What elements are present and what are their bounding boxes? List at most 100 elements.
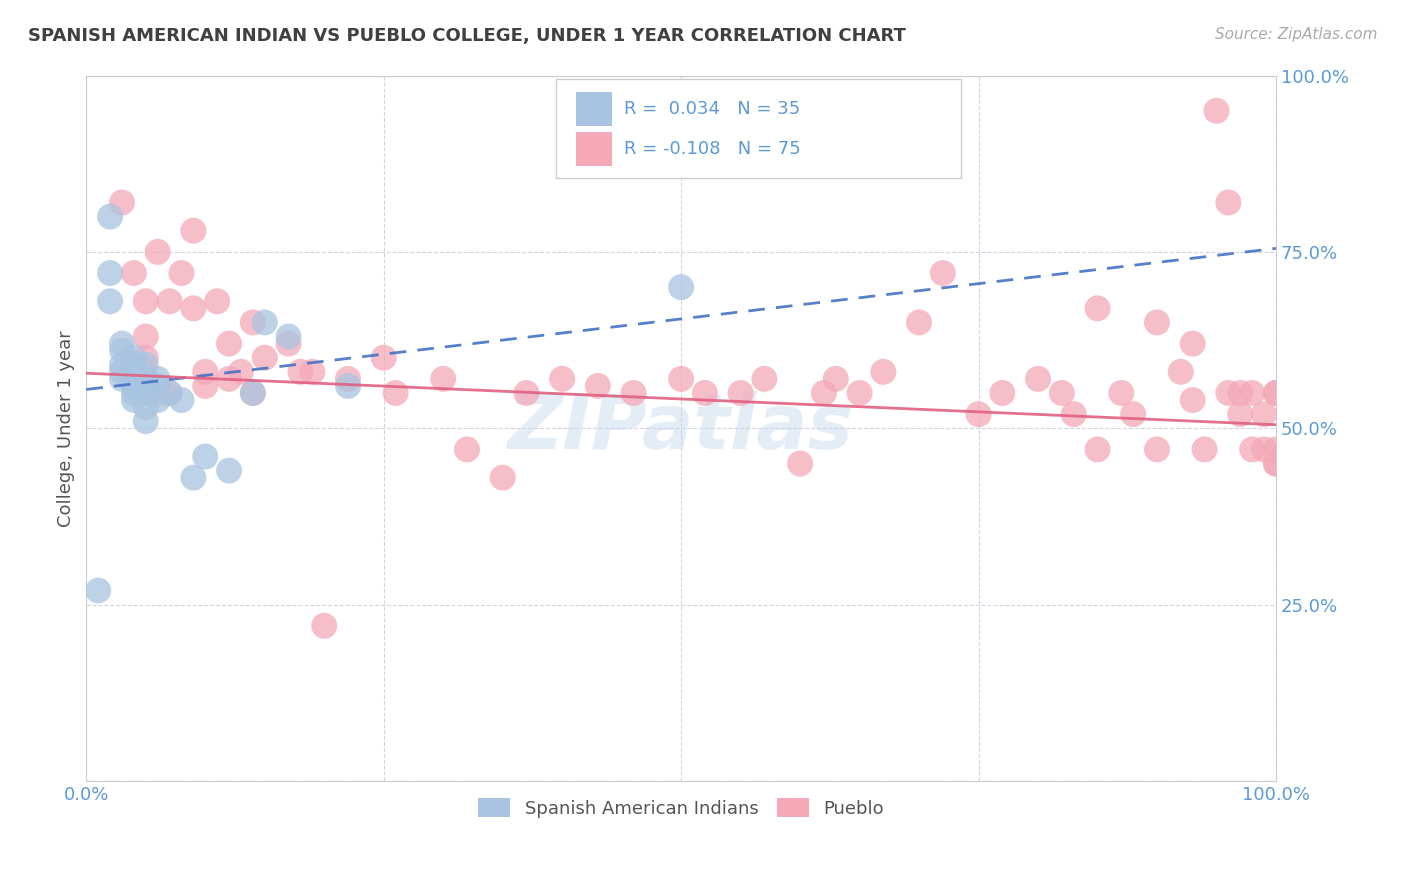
Point xyxy=(229,365,252,379)
Point xyxy=(122,372,145,386)
Point xyxy=(290,365,312,379)
Point xyxy=(1229,407,1251,421)
Point xyxy=(146,392,169,407)
Point xyxy=(135,372,157,386)
Point xyxy=(848,386,870,401)
Point xyxy=(967,407,990,421)
Point xyxy=(1146,442,1168,457)
Point xyxy=(301,365,323,379)
Point xyxy=(730,386,752,401)
Point xyxy=(669,280,692,294)
Point xyxy=(908,315,931,329)
Point xyxy=(1170,365,1192,379)
Point xyxy=(111,336,134,351)
Point xyxy=(87,583,110,598)
Legend: Spanish American Indians, Pueblo: Spanish American Indians, Pueblo xyxy=(471,791,891,825)
Point xyxy=(122,358,145,372)
Point xyxy=(492,470,515,484)
Point xyxy=(373,351,395,365)
Point xyxy=(1253,442,1275,457)
Point xyxy=(1229,386,1251,401)
Point xyxy=(146,372,169,386)
Point xyxy=(98,294,121,309)
Point xyxy=(135,386,157,401)
Point xyxy=(135,358,157,372)
Point xyxy=(146,244,169,259)
Point xyxy=(693,386,716,401)
Point xyxy=(813,386,835,401)
Point xyxy=(1063,407,1085,421)
Point xyxy=(183,224,205,238)
Y-axis label: College, Under 1 year: College, Under 1 year xyxy=(58,330,75,526)
Point xyxy=(1026,372,1049,386)
Point xyxy=(551,372,574,386)
Point xyxy=(1265,442,1288,457)
Point xyxy=(1265,386,1288,401)
Point xyxy=(1265,386,1288,401)
Point xyxy=(1050,386,1073,401)
Point xyxy=(135,329,157,343)
Point xyxy=(146,379,169,393)
Point xyxy=(170,266,193,280)
Point xyxy=(1265,457,1288,471)
Point xyxy=(170,392,193,407)
Text: SPANISH AMERICAN INDIAN VS PUEBLO COLLEGE, UNDER 1 YEAR CORRELATION CHART: SPANISH AMERICAN INDIAN VS PUEBLO COLLEG… xyxy=(28,27,905,45)
Point xyxy=(122,351,145,365)
Point xyxy=(1087,442,1109,457)
Point xyxy=(515,386,537,401)
Bar xyxy=(576,93,612,127)
Point xyxy=(194,450,217,464)
Point xyxy=(1181,336,1204,351)
Point xyxy=(242,386,264,401)
Point xyxy=(824,372,846,386)
Point xyxy=(789,457,811,471)
Bar xyxy=(576,132,612,166)
Point xyxy=(1241,442,1264,457)
Point xyxy=(111,372,134,386)
Point xyxy=(122,392,145,407)
Point xyxy=(135,351,157,365)
Point xyxy=(277,329,299,343)
Point xyxy=(183,301,205,316)
Point xyxy=(122,386,145,401)
Point xyxy=(111,343,134,358)
Point xyxy=(111,195,134,210)
Point xyxy=(1122,407,1144,421)
Point xyxy=(754,372,776,386)
Point xyxy=(205,294,228,309)
Text: R =  0.034   N = 35: R = 0.034 N = 35 xyxy=(624,101,800,119)
Point xyxy=(111,358,134,372)
Point xyxy=(1181,392,1204,407)
Point xyxy=(277,336,299,351)
Point xyxy=(1194,442,1216,457)
Point xyxy=(122,379,145,393)
Point xyxy=(1218,386,1240,401)
FancyBboxPatch shape xyxy=(557,79,960,178)
Point xyxy=(623,386,645,401)
Point xyxy=(432,372,454,386)
Point xyxy=(159,386,181,401)
Point xyxy=(991,386,1014,401)
Point xyxy=(122,365,145,379)
Point xyxy=(1241,386,1264,401)
Point xyxy=(1218,195,1240,210)
Point xyxy=(122,266,145,280)
Point xyxy=(337,379,360,393)
Point xyxy=(135,414,157,428)
Point xyxy=(159,386,181,401)
Point xyxy=(218,336,240,351)
Point xyxy=(194,379,217,393)
Point xyxy=(242,315,264,329)
Point xyxy=(218,464,240,478)
Point xyxy=(135,379,157,393)
Point xyxy=(98,210,121,224)
Point xyxy=(1111,386,1133,401)
Point xyxy=(253,351,276,365)
Point xyxy=(1253,407,1275,421)
Point xyxy=(159,294,181,309)
Point xyxy=(932,266,955,280)
Point xyxy=(146,386,169,401)
Point xyxy=(337,372,360,386)
Point xyxy=(1087,301,1109,316)
Point xyxy=(183,470,205,484)
